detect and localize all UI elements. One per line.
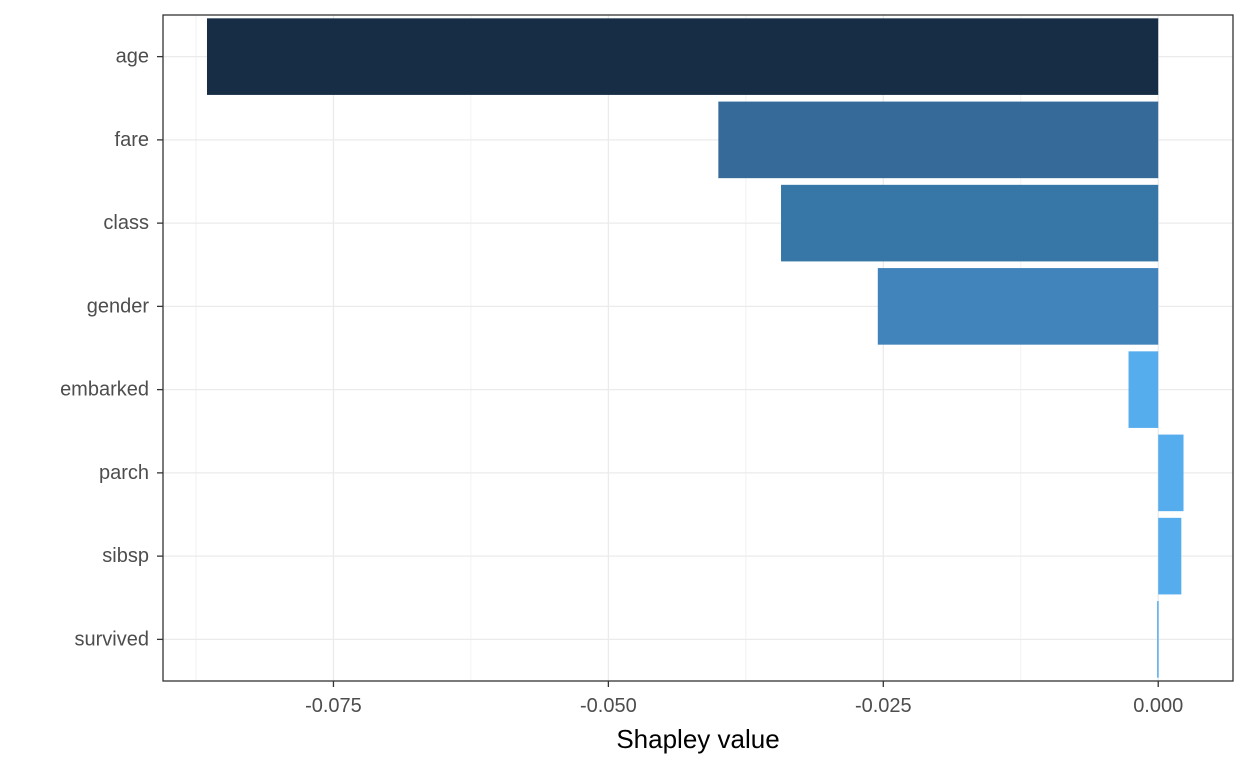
y-tick-label: parch <box>99 462 149 484</box>
bar-fare <box>718 101 1159 179</box>
bar-age <box>206 18 1159 95</box>
bar-sibsp <box>1158 517 1182 595</box>
y-tick-label: age <box>116 46 149 68</box>
bars <box>206 18 1184 678</box>
bar-class <box>781 184 1159 262</box>
plot-border <box>162 14 1234 682</box>
x-axis-title: Shapley value <box>616 724 779 754</box>
x-tick-label: -0.050 <box>580 695 637 717</box>
bar-gender <box>877 268 1159 345</box>
x-tick-label: 0.000 <box>1133 695 1183 717</box>
y-tick-label: gender <box>87 295 150 317</box>
bar-survived <box>1157 601 1159 678</box>
y-tick-label: embarked <box>60 379 149 401</box>
y-tick-label: sibsp <box>102 545 149 567</box>
x-tick-label: -0.025 <box>855 695 912 717</box>
bar-parch <box>1158 434 1184 512</box>
y-axis: age fare class gender embarked parch sibsp surv… <box>60 46 163 650</box>
x-axis: -0.075 -0.050 -0.025 0.000 <box>305 681 1183 717</box>
bar-embarked <box>1128 351 1159 428</box>
y-tick-label: class <box>103 212 149 234</box>
y-tick-label: survived <box>75 628 149 650</box>
y-tick-label: fare <box>115 129 149 151</box>
x-tick-label: -0.075 <box>305 695 362 717</box>
